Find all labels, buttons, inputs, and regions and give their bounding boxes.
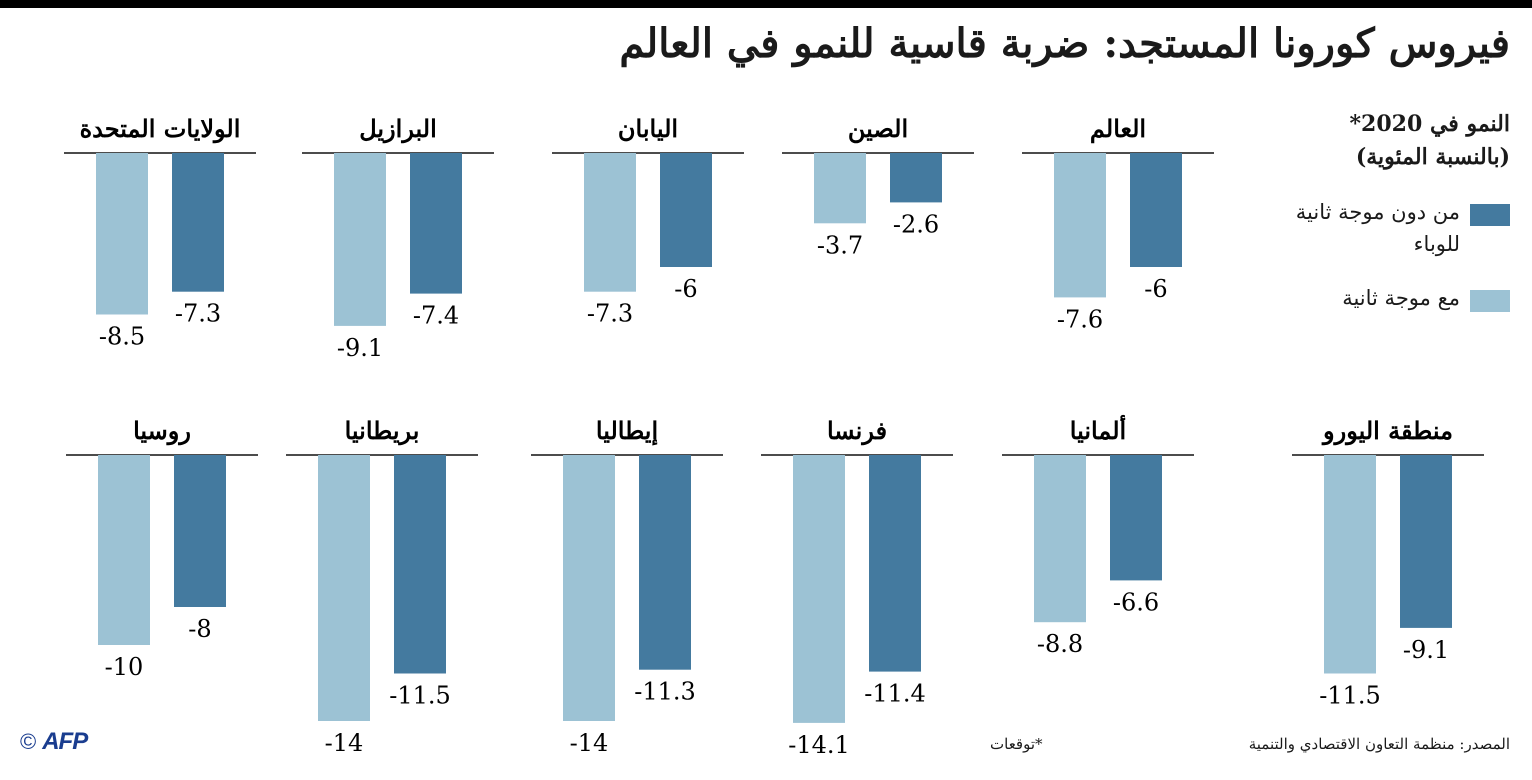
data-label: -11.4 <box>864 680 926 708</box>
data-label: -14 <box>570 729 609 757</box>
data-label: -8.8 <box>1037 630 1083 658</box>
data-label: -6.6 <box>1113 588 1159 616</box>
chart-title: فيروس كورونا المستجد: ضربة قاسية للنمو ف… <box>619 20 1510 67</box>
panel-title: ألمانيا <box>1070 413 1126 445</box>
panel-title: البرازيل <box>359 114 437 144</box>
bar-no-second-wave <box>172 153 224 292</box>
bar-second-wave <box>318 455 370 721</box>
bar-second-wave <box>814 153 866 224</box>
data-label: -11.5 <box>389 682 451 710</box>
bar-second-wave <box>98 455 150 645</box>
legend-label-no-second-wave: من دون موجة ثانية للوباء <box>1295 200 1460 256</box>
bar-second-wave <box>793 455 845 723</box>
panel-title: العالم <box>1090 114 1146 144</box>
data-label: -14.1 <box>788 731 850 759</box>
bar-no-second-wave <box>394 455 446 674</box>
panel-title: فرنسا <box>827 416 887 446</box>
copyright-icon: © <box>20 729 37 754</box>
bar-no-second-wave <box>410 153 462 294</box>
data-label: -9.1 <box>337 334 383 362</box>
bar-no-second-wave <box>1400 455 1452 628</box>
data-label: -10 <box>105 653 144 681</box>
data-label: -11.3 <box>634 678 696 706</box>
data-label: -6 <box>1144 275 1167 303</box>
bar-no-second-wave <box>660 153 712 267</box>
bar-no-second-wave <box>1110 455 1162 581</box>
source-note: المصدر: منظمة التعاون الاقتصادي والتنمية <box>1248 735 1510 753</box>
bar-second-wave <box>1324 455 1376 674</box>
data-label: -8.5 <box>99 323 145 351</box>
legend-swatch-dark <box>1470 204 1510 226</box>
panel-title: بريطانيا <box>345 416 420 446</box>
legend-item-no-second-wave: من دون موجة ثانية للوباء <box>1260 197 1510 260</box>
data-label: -6 <box>674 275 697 303</box>
bar-second-wave <box>563 455 615 721</box>
data-label: -7.4 <box>413 302 459 330</box>
afp-logo: AFP <box>42 728 88 755</box>
legend-swatch-light <box>1470 290 1510 312</box>
bar-second-wave <box>334 153 386 326</box>
data-label: -7.3 <box>587 300 633 328</box>
forecast-note: *توقعات <box>990 735 1043 753</box>
panel-title: الصين <box>848 114 908 144</box>
data-label: -7.3 <box>175 300 221 328</box>
panel-title: منطقة اليورو <box>1321 416 1453 446</box>
data-label: -8 <box>188 615 211 643</box>
bar-no-second-wave <box>1130 153 1182 267</box>
bar-second-wave <box>1034 455 1086 623</box>
legend-heading: النمو في 2020* (بالنسبة المئوية) <box>1280 108 1510 174</box>
bar-no-second-wave <box>174 455 226 607</box>
credit: © AFP <box>20 728 88 756</box>
bar-second-wave <box>584 153 636 292</box>
data-label: -7.6 <box>1057 305 1103 333</box>
bar-no-second-wave <box>869 455 921 672</box>
legend-item-second-wave: مع موجة ثانية <box>1260 283 1510 315</box>
data-label: -9.1 <box>1403 636 1449 664</box>
bar-second-wave <box>96 153 148 315</box>
legend-heading-line2: (بالنسبة المئوية) <box>1355 144 1510 170</box>
panel-title: اليابان <box>618 114 678 143</box>
data-label: -3.7 <box>817 231 863 259</box>
bar-second-wave <box>1054 153 1106 298</box>
data-label: -14 <box>325 729 364 757</box>
data-label: -11.5 <box>1319 682 1381 710</box>
legend-heading-line1: النمو في 2020* <box>1349 111 1510 137</box>
data-label: -2.6 <box>893 210 939 238</box>
bar-no-second-wave <box>890 153 942 203</box>
panel-title: روسيا <box>133 416 191 446</box>
panel-title: الولايات المتحدة <box>80 114 241 144</box>
bar-no-second-wave <box>639 455 691 670</box>
legend-label-second-wave: مع موجة ثانية <box>1342 286 1460 310</box>
panel-title: إيطاليا <box>596 416 658 445</box>
top-rule <box>0 0 1532 8</box>
